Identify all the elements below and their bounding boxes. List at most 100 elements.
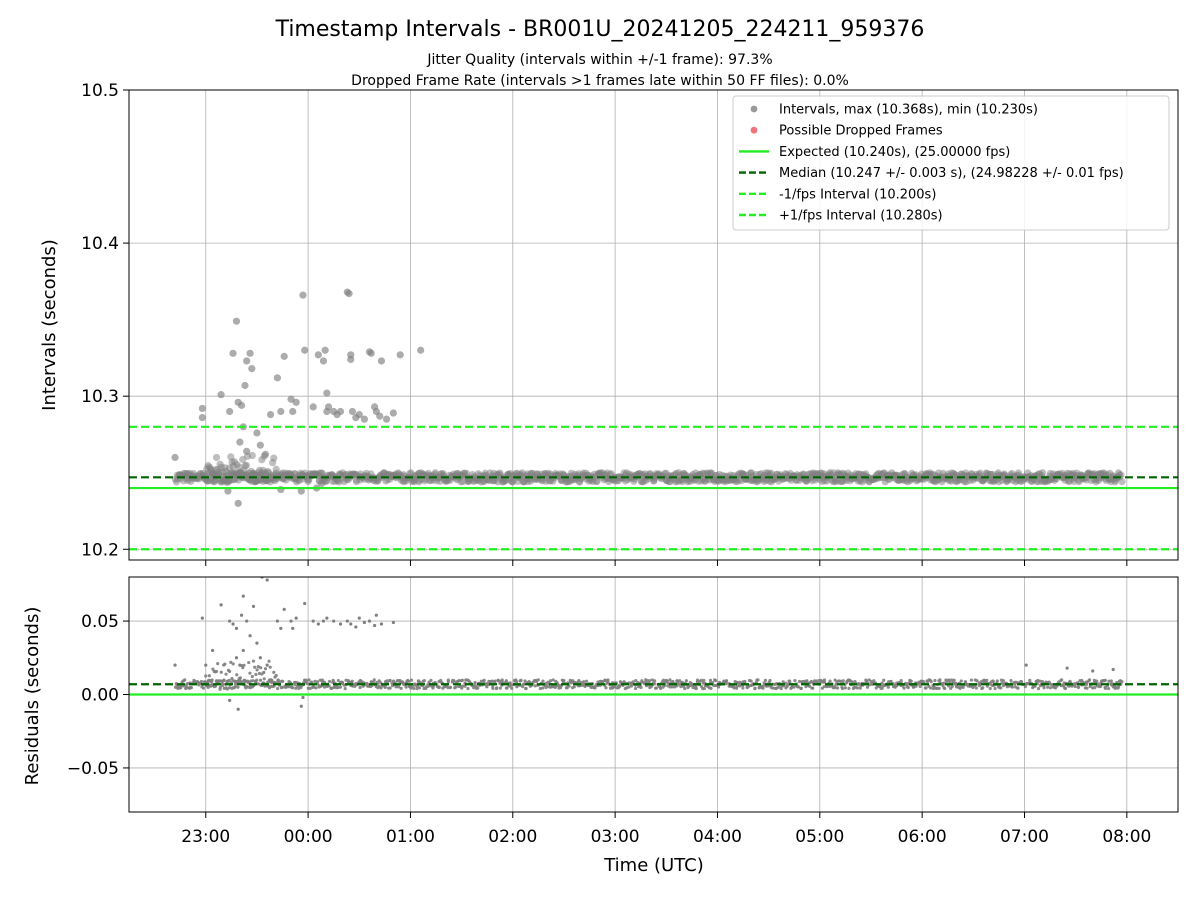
interval-point xyxy=(548,679,553,683)
interval-point xyxy=(415,686,419,691)
interval-point xyxy=(224,477,233,485)
interval-point xyxy=(400,680,405,684)
x-tick-label: 04:00 xyxy=(693,827,742,847)
interval-point xyxy=(271,476,279,485)
interval-point xyxy=(373,623,377,628)
interval-point xyxy=(347,355,355,364)
interval-point xyxy=(270,454,278,462)
y-tick-label: 10.5 xyxy=(81,81,119,101)
x-tick-label: 02:00 xyxy=(488,827,537,847)
plot-area xyxy=(129,577,1178,711)
interval-point xyxy=(448,686,452,690)
interval-point xyxy=(255,678,259,682)
interval-point xyxy=(858,686,862,690)
interval-point xyxy=(319,357,328,365)
x-tick-label: 08:00 xyxy=(1102,827,1151,847)
interval-point xyxy=(933,678,937,683)
interval-point xyxy=(248,451,256,460)
interval-point xyxy=(541,686,545,690)
interval-point xyxy=(281,679,285,683)
interval-point xyxy=(210,648,215,653)
interval-point xyxy=(941,683,945,688)
interval-point xyxy=(472,684,476,688)
interval-point xyxy=(670,685,674,689)
interval-point xyxy=(350,679,354,683)
interval-point xyxy=(495,686,499,690)
interval-point xyxy=(850,680,855,684)
interval-point xyxy=(262,670,266,675)
interval-point xyxy=(841,679,845,683)
interval-point xyxy=(977,684,982,688)
y-tick-label: −0.05 xyxy=(67,759,119,779)
x-tick-label: 00:00 xyxy=(284,827,333,847)
interval-point xyxy=(836,686,840,690)
interval-point xyxy=(822,684,826,689)
interval-point xyxy=(882,678,886,682)
interval-point xyxy=(822,678,827,682)
interval-point xyxy=(237,401,246,409)
residuals-panel: −0.05 0.00 0.05 23:00 00:00 01:00 02:00 03:00 04… xyxy=(67,576,1179,847)
interval-point xyxy=(217,391,225,399)
interval-point xyxy=(1048,686,1053,690)
interval-point xyxy=(834,682,838,687)
legend-label: Possible Dropped Frames xyxy=(779,124,943,139)
interval-point xyxy=(242,461,250,469)
legend-marker xyxy=(750,126,758,134)
interval-point xyxy=(1088,684,1092,689)
interval-point xyxy=(371,680,375,684)
interval-point xyxy=(899,679,903,683)
interval-point xyxy=(377,357,386,365)
interval-point xyxy=(409,678,414,682)
y-tick-label: 10.2 xyxy=(81,540,119,560)
intervals-panel: 10.2 10.3 10.4 10.5 xyxy=(81,81,1179,566)
interval-point xyxy=(457,679,461,683)
interval-point xyxy=(938,678,942,682)
interval-point xyxy=(234,499,242,507)
interval-point xyxy=(185,681,190,686)
legend-label: Median (10.247 +/- 0.003 s), (24.98228 +… xyxy=(779,166,1124,181)
interval-point xyxy=(236,685,240,689)
interval-point xyxy=(332,619,336,623)
interval-point xyxy=(234,656,239,660)
interval-point xyxy=(781,680,785,684)
interval-point xyxy=(1016,686,1020,690)
chart-subtitle-dropped: Dropped Frame Rate (intervals >1 frames … xyxy=(351,73,849,89)
interval-point xyxy=(271,684,275,689)
interval-point xyxy=(292,398,300,406)
y-axis-label-residuals: Residuals (seconds) xyxy=(22,607,43,786)
interval-point xyxy=(541,679,545,683)
interval-point xyxy=(250,674,254,679)
interval-point xyxy=(280,352,288,360)
interval-point xyxy=(318,479,326,488)
x-tick-label: 03:00 xyxy=(591,827,640,847)
interval-point xyxy=(171,453,179,462)
interval-point xyxy=(460,678,464,682)
interval-point xyxy=(407,679,411,683)
interval-point xyxy=(336,407,345,416)
interval-point xyxy=(694,686,698,691)
interval-point xyxy=(1103,686,1108,690)
interval-point xyxy=(1099,684,1103,688)
interval-point xyxy=(382,415,391,423)
interval-point xyxy=(675,679,679,683)
interval-point xyxy=(200,616,204,620)
interval-point xyxy=(952,678,956,682)
interval-point xyxy=(536,678,540,682)
interval-point xyxy=(593,477,601,485)
interval-point xyxy=(793,678,797,683)
interval-point xyxy=(304,678,308,682)
legend-marker xyxy=(750,105,758,113)
interval-point xyxy=(969,678,974,682)
interval-point xyxy=(584,679,589,683)
chart-subtitle-jitter: Jitter Quality (intervals within +/-1 fr… xyxy=(426,52,772,68)
x-tick-label: 23:00 xyxy=(181,827,230,847)
interval-point xyxy=(1036,687,1041,691)
interval-point xyxy=(248,365,256,373)
interval-point xyxy=(251,659,256,663)
interval-point xyxy=(461,684,465,688)
interval-point xyxy=(212,453,221,462)
interval-point xyxy=(244,684,248,688)
interval-point xyxy=(634,679,638,683)
interval-point xyxy=(245,619,249,623)
interval-point xyxy=(843,686,847,690)
